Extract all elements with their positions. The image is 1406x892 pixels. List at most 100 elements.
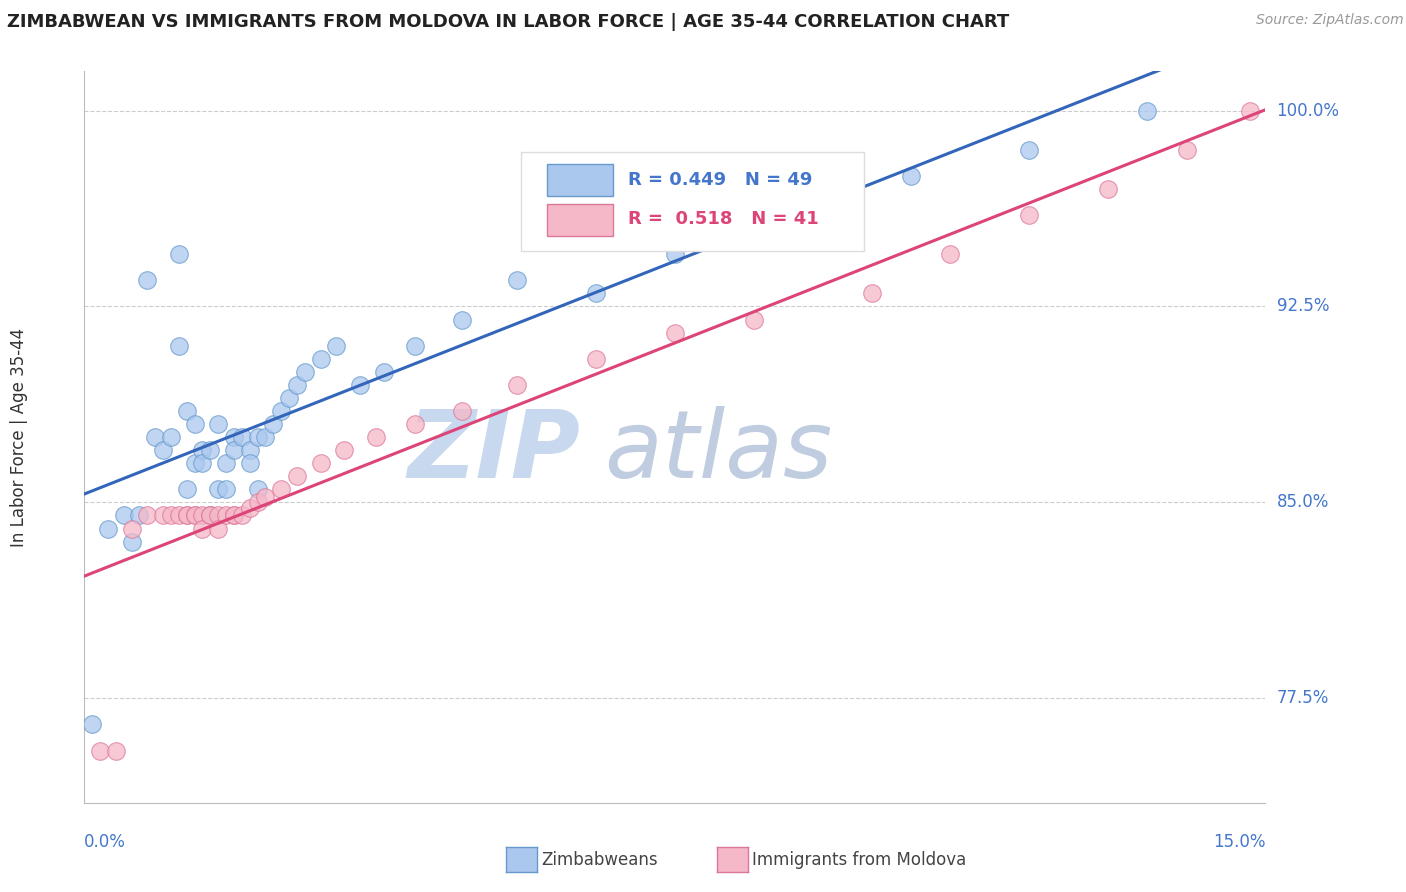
Point <box>160 430 183 444</box>
Point <box>664 247 686 261</box>
Point <box>136 508 159 523</box>
Text: In Labor Force | Age 35-44: In Labor Force | Age 35-44 <box>10 327 28 547</box>
Point <box>309 351 332 366</box>
Point <box>152 443 174 458</box>
Text: Immigrants from Moldova: Immigrants from Moldova <box>752 851 966 869</box>
Point <box>404 339 426 353</box>
Point <box>900 169 922 183</box>
Point <box>349 377 371 392</box>
Text: ZIMBABWEAN VS IMMIGRANTS FROM MOLDOVA IN LABOR FORCE | AGE 35-44 CORRELATION CHA: ZIMBABWEAN VS IMMIGRANTS FROM MOLDOVA IN… <box>7 13 1010 31</box>
Point <box>183 417 205 431</box>
Text: atlas: atlas <box>605 406 832 497</box>
Point <box>207 522 229 536</box>
Text: Zimbabweans: Zimbabweans <box>541 851 658 869</box>
Point <box>278 391 301 405</box>
Point <box>222 430 245 444</box>
Point <box>82 717 104 731</box>
Point <box>200 508 222 523</box>
Point <box>270 483 292 497</box>
Point <box>451 404 474 418</box>
Text: 15.0%: 15.0% <box>1213 833 1265 851</box>
Point <box>1018 208 1040 222</box>
Point <box>104 743 127 757</box>
Point <box>239 500 262 515</box>
Point <box>270 404 292 418</box>
Point <box>128 508 150 523</box>
Point <box>200 508 222 523</box>
Point <box>191 443 214 458</box>
Point <box>239 443 262 458</box>
Text: 77.5%: 77.5% <box>1277 690 1329 707</box>
Point <box>309 456 332 470</box>
Point <box>112 508 135 523</box>
Point <box>1097 182 1119 196</box>
Point <box>167 247 190 261</box>
Point <box>89 743 111 757</box>
Point <box>200 443 222 458</box>
Point <box>176 404 198 418</box>
Text: 100.0%: 100.0% <box>1277 102 1340 120</box>
Point <box>939 247 962 261</box>
Point <box>160 508 183 523</box>
Point <box>191 522 214 536</box>
Text: 0.0%: 0.0% <box>84 833 127 851</box>
Text: Source: ZipAtlas.com: Source: ZipAtlas.com <box>1256 13 1403 28</box>
Point <box>325 339 347 353</box>
Point <box>176 508 198 523</box>
Point <box>239 456 262 470</box>
Point <box>152 508 174 523</box>
Point <box>506 377 529 392</box>
Text: 92.5%: 92.5% <box>1277 297 1329 316</box>
Point <box>1175 143 1198 157</box>
Point <box>215 456 238 470</box>
FancyBboxPatch shape <box>547 164 613 196</box>
Point <box>222 443 245 458</box>
Point <box>285 469 308 483</box>
Point <box>1239 103 1261 118</box>
Point <box>285 377 308 392</box>
Point <box>404 417 426 431</box>
Point <box>742 312 765 326</box>
Point <box>451 312 474 326</box>
Text: 85.0%: 85.0% <box>1277 493 1329 511</box>
Point <box>176 483 198 497</box>
Point <box>97 522 120 536</box>
Point <box>207 483 229 497</box>
Point <box>176 508 198 523</box>
Point <box>364 430 387 444</box>
Point <box>167 339 190 353</box>
Point <box>664 326 686 340</box>
Point <box>215 508 238 523</box>
Point <box>200 508 222 523</box>
Point <box>506 273 529 287</box>
Point <box>207 417 229 431</box>
Point <box>207 508 229 523</box>
Point <box>191 508 214 523</box>
Point <box>167 508 190 523</box>
Point <box>254 430 277 444</box>
Point <box>222 508 245 523</box>
Point <box>183 456 205 470</box>
Point <box>222 508 245 523</box>
Point <box>1136 103 1159 118</box>
Point <box>254 490 277 504</box>
Point <box>121 522 143 536</box>
Point <box>860 286 883 301</box>
Point <box>585 351 607 366</box>
Point <box>373 365 395 379</box>
Point <box>262 417 284 431</box>
Point <box>246 483 269 497</box>
Text: R =  0.518   N = 41: R = 0.518 N = 41 <box>627 211 818 228</box>
Point <box>231 508 253 523</box>
Point <box>143 430 166 444</box>
Point <box>183 508 205 523</box>
Point <box>246 430 269 444</box>
FancyBboxPatch shape <box>522 152 863 251</box>
Text: R = 0.449   N = 49: R = 0.449 N = 49 <box>627 170 813 188</box>
Point <box>136 273 159 287</box>
FancyBboxPatch shape <box>547 203 613 235</box>
Point <box>215 483 238 497</box>
Point <box>333 443 356 458</box>
Point <box>585 286 607 301</box>
Point <box>231 430 253 444</box>
